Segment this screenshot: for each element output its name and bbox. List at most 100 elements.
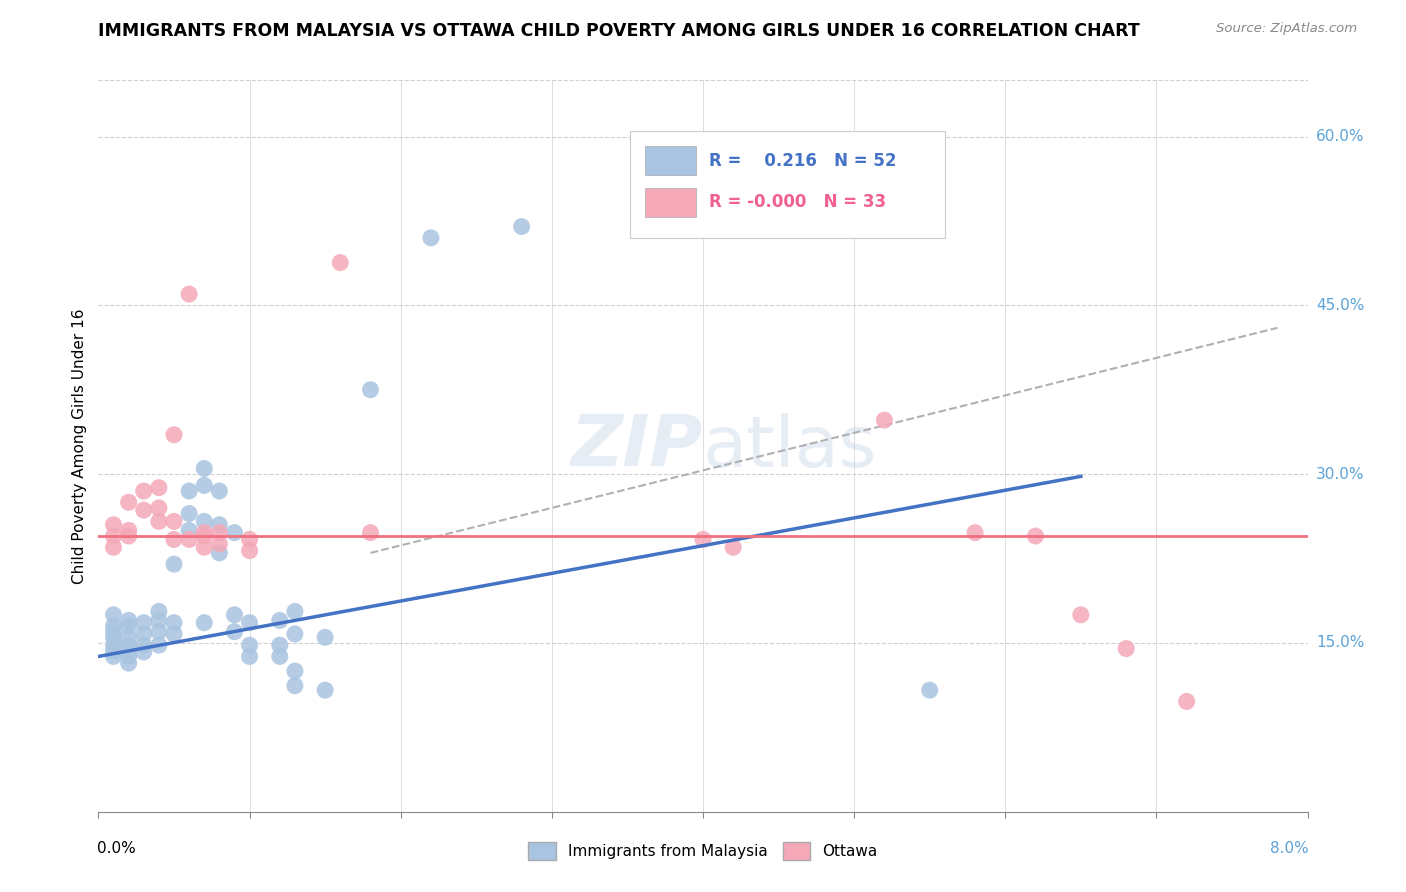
Point — [224, 607, 246, 622]
Point — [179, 533, 201, 547]
Point — [132, 627, 155, 641]
Point — [148, 638, 170, 652]
Point — [239, 615, 262, 630]
Point — [148, 500, 170, 515]
Point — [163, 557, 186, 571]
Point — [359, 525, 381, 540]
Point — [179, 483, 201, 498]
Point — [163, 627, 186, 641]
Text: 0.0%: 0.0% — [97, 841, 136, 856]
Point — [148, 515, 170, 529]
Point — [103, 529, 125, 543]
Point — [118, 495, 141, 509]
Point — [965, 525, 987, 540]
Point — [163, 515, 186, 529]
Point — [314, 683, 336, 698]
Point — [269, 614, 291, 628]
Point — [208, 525, 231, 540]
Point — [284, 679, 307, 693]
Point — [239, 543, 262, 558]
Text: 8.0%: 8.0% — [1270, 841, 1309, 856]
Point — [1115, 641, 1137, 656]
Point — [723, 541, 745, 555]
Text: ZIP: ZIP — [571, 411, 703, 481]
Point — [193, 541, 215, 555]
Point — [103, 517, 125, 532]
Point — [148, 624, 170, 639]
Point — [103, 649, 125, 664]
Point — [193, 478, 215, 492]
Point — [419, 231, 441, 245]
Point — [103, 638, 125, 652]
Point — [118, 638, 141, 652]
Point — [118, 630, 141, 644]
Point — [208, 546, 231, 560]
Point — [359, 383, 381, 397]
Point — [284, 664, 307, 678]
Point — [208, 517, 231, 532]
Point — [1070, 607, 1092, 622]
Point — [193, 525, 215, 540]
Point — [918, 683, 941, 698]
Point — [208, 537, 231, 551]
Text: 15.0%: 15.0% — [1316, 635, 1364, 650]
FancyBboxPatch shape — [630, 131, 945, 237]
Bar — [645, 146, 696, 176]
Point — [314, 630, 336, 644]
Point — [103, 644, 125, 658]
Legend: Immigrants from Malaysia, Ottawa: Immigrants from Malaysia, Ottawa — [522, 836, 884, 866]
Point — [118, 529, 141, 543]
Point — [193, 461, 215, 475]
Point — [118, 524, 141, 538]
Point — [163, 615, 186, 630]
Point — [179, 507, 201, 521]
Point — [103, 624, 125, 639]
Point — [1024, 529, 1046, 543]
Point — [118, 649, 141, 664]
Text: R =    0.216   N = 52: R = 0.216 N = 52 — [709, 152, 897, 169]
Text: 45.0%: 45.0% — [1316, 298, 1364, 313]
Point — [179, 524, 201, 538]
Point — [269, 638, 291, 652]
Point — [132, 645, 155, 659]
Point — [148, 614, 170, 628]
Point — [148, 604, 170, 618]
Point — [148, 481, 170, 495]
Point — [103, 541, 125, 555]
Text: atlas: atlas — [703, 413, 877, 482]
Point — [239, 533, 262, 547]
Text: R = -0.000   N = 33: R = -0.000 N = 33 — [709, 194, 886, 211]
Point — [873, 413, 896, 427]
Point — [692, 533, 714, 547]
Text: IMMIGRANTS FROM MALAYSIA VS OTTAWA CHILD POVERTY AMONG GIRLS UNDER 16 CORRELATIO: IMMIGRANTS FROM MALAYSIA VS OTTAWA CHILD… — [98, 22, 1140, 40]
Point — [132, 615, 155, 630]
Point — [163, 427, 186, 442]
Point — [132, 638, 155, 652]
Point — [510, 219, 533, 234]
Point — [224, 525, 246, 540]
Point — [193, 615, 215, 630]
Point — [329, 255, 352, 269]
Point — [284, 604, 307, 618]
Point — [239, 638, 262, 652]
Point — [118, 656, 141, 670]
Point — [208, 483, 231, 498]
Bar — [645, 188, 696, 217]
Text: 30.0%: 30.0% — [1316, 467, 1364, 482]
Point — [193, 515, 215, 529]
Y-axis label: Child Poverty Among Girls Under 16: Child Poverty Among Girls Under 16 — [72, 309, 87, 583]
Point — [163, 533, 186, 547]
Point — [179, 287, 201, 301]
Point — [118, 619, 141, 633]
Point — [224, 624, 246, 639]
Point — [103, 619, 125, 633]
Point — [1175, 694, 1198, 708]
Point — [103, 607, 125, 622]
Point — [239, 649, 262, 664]
Text: 60.0%: 60.0% — [1316, 129, 1364, 144]
Text: Source: ZipAtlas.com: Source: ZipAtlas.com — [1216, 22, 1357, 36]
Point — [269, 649, 291, 664]
Point — [284, 627, 307, 641]
Point — [118, 614, 141, 628]
Point — [132, 483, 155, 498]
